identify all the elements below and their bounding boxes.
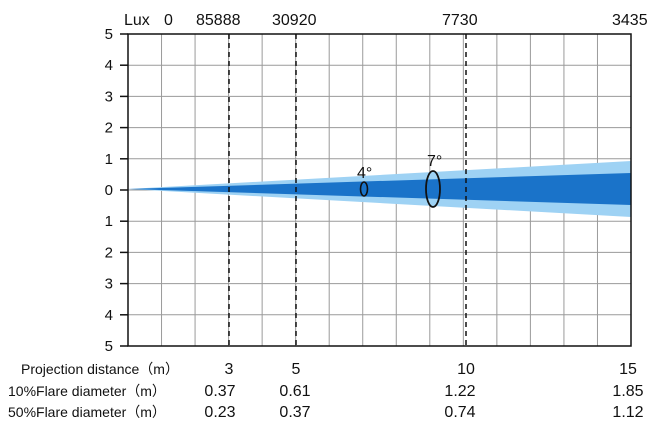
vertical-tick-label: 3 (105, 88, 113, 105)
angle-4-ellipse (359, 181, 369, 197)
vertical-tick-label: 4 (105, 57, 113, 74)
vertical-tick-label: 1 (105, 151, 113, 168)
angle-7-ellipse (425, 170, 441, 208)
flare50-row-label: 50%Flare diameter（m） (8, 404, 166, 420)
vertical-tick-label: 4 (105, 307, 113, 324)
lux-value-7730: 7730 (442, 12, 478, 29)
flare50-value: 1.12 (612, 404, 643, 421)
vertical-tick-label: 5 (105, 26, 113, 43)
vertical-tick-label: 1 (105, 213, 113, 230)
lux-value-0: 0 (164, 12, 173, 29)
flare50-value: 0.74 (444, 404, 475, 421)
vertical-tick-labels: 5 4 3 2 1 0 1 2 3 4 5 (105, 26, 128, 355)
lux-value-85888: 85888 (196, 12, 241, 29)
distance-value: 10 (457, 361, 475, 378)
flare50-value: 0.37 (279, 404, 310, 421)
lux-label: Lux (124, 12, 150, 29)
vertical-tick-label: 2 (105, 120, 113, 137)
angle-7-label: 7° (427, 153, 442, 170)
flare10-row-label: 10%Flare diameter（m） (8, 383, 166, 399)
distance-value: 3 (225, 361, 234, 378)
flare10-value: 1.22 (444, 383, 475, 400)
lux-value-3435: 3435 (612, 12, 648, 29)
vertical-tick-label: 0 (105, 182, 113, 199)
distance-value: 15 (619, 361, 637, 378)
flare10-value: 0.61 (279, 383, 310, 400)
lux-value-30920: 30920 (272, 12, 317, 29)
angle-4-label: 4° (357, 165, 372, 182)
distance-value: 5 (292, 361, 301, 378)
vertical-tick-label: 5 (105, 338, 113, 355)
inner-beam (128, 173, 631, 205)
distance-row-label: Projection distance（m） (21, 361, 179, 377)
flare10-value: 1.85 (612, 383, 643, 400)
vertical-tick-label: 2 (105, 244, 113, 261)
flare50-value: 0.23 (204, 404, 235, 421)
flare10-value: 0.37 (204, 383, 235, 400)
vertical-tick-label: 3 (105, 276, 113, 293)
